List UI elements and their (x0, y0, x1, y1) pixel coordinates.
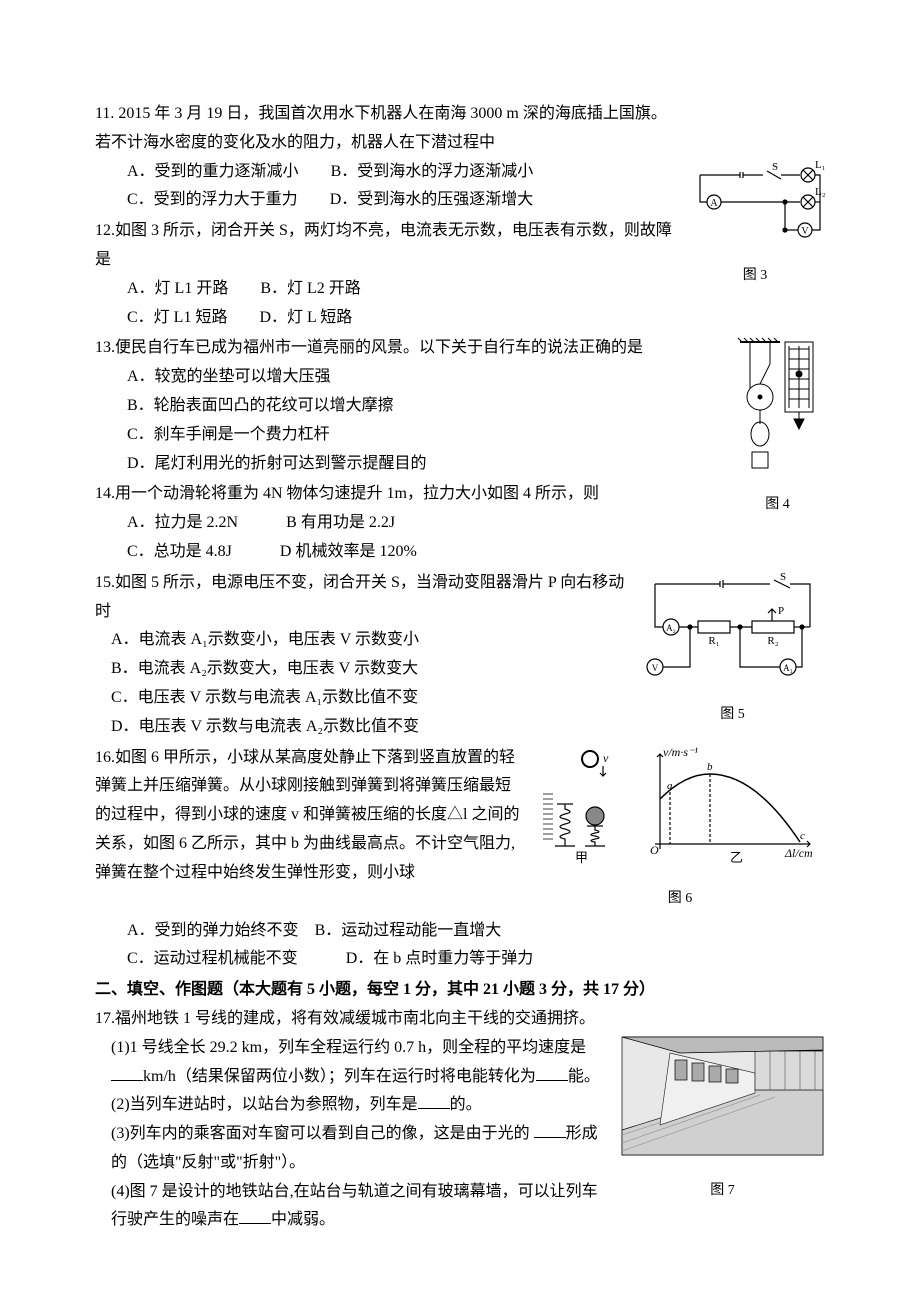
q14-opt-c: C．总功是 4.8J (127, 543, 232, 560)
q11-opt-d: D．受到海水的压强逐渐增大 (330, 191, 534, 208)
blank-speed[interactable] (111, 1064, 143, 1081)
q17-p1b: km/h（结果保留两位小数）；列车在运行时将电能转化为 (143, 1068, 536, 1085)
svg-text:b: b (707, 761, 713, 773)
q17-p4b: 中减弱。 (271, 1211, 335, 1228)
q16-opt-a: A．受到的弹力始终不变 (127, 922, 299, 939)
q11-opt-b: B．受到海水的浮力逐渐减小 (331, 163, 534, 180)
label-l2: L₂ (815, 186, 825, 198)
circuit-fig5: S A₂ R₁ P R₂ V A₁ (640, 569, 825, 689)
q14-opt-a: A．拉力是 2.2N (127, 514, 238, 531)
pulley-fig4 (730, 334, 825, 479)
q17-p4a: (4)图 7 是设计的地铁站台,在站台与轨道之间有玻璃幕墙，可以让列车行驶产生的… (111, 1183, 598, 1229)
figure-6: v 甲 v/m·s⁻¹ Δl/cm O a b c 乙 (535, 744, 825, 912)
svg-text:S: S (780, 571, 786, 583)
label-s: S (772, 161, 778, 173)
q17-p1a: (1)1 号线全长 29.2 km，列车全程运行约 0.7 h，则全程的平均速度… (111, 1039, 586, 1056)
svg-text:乙: 乙 (730, 850, 743, 865)
q17-p2a: (2)当列车进站时，以站台为参照物，列车是 (111, 1096, 418, 1113)
figure-7: 屏蔽门示意 图 7 (620, 1035, 825, 1203)
q17-stem: 17.福州地铁 1 号线的建成，将有效减缓城市南北向主干线的交通拥挤。 (95, 1010, 595, 1027)
svg-text:V: V (801, 226, 809, 237)
svg-text:R₁: R₁ (708, 635, 719, 647)
q17-p2b: 的。 (450, 1096, 482, 1113)
q16-opt-b: B．运动过程动能一直增大 (315, 922, 502, 939)
svg-text:P: P (778, 605, 784, 617)
q16-opt-d: D．在 b 点时重力等于弹力 (346, 950, 534, 967)
fig7-caption: 图 7 (620, 1178, 825, 1203)
q17-p1c: 能。 (568, 1068, 600, 1085)
svg-text:甲: 甲 (575, 850, 588, 865)
q11-stem: 11. 2015 年 3 月 19 日，我国首次用水下机器人在南海 3000 m… (95, 105, 667, 151)
q12-opt-d: D．灯 L 短路 (259, 309, 352, 326)
svg-text:v/m·s⁻¹: v/m·s⁻¹ (663, 745, 698, 759)
section-2-title: 二、填空、作图题（本大题有 5 小题，每空 1 分，其中 21 小题 3 分，共… (95, 976, 825, 1005)
q16-stem: 16.如图 6 甲所示，小球从某高度处静止下落到竖直放置的轻弹簧上并压缩弹簧。从… (95, 749, 519, 881)
svg-text:V: V (652, 663, 659, 673)
svg-text:A: A (710, 198, 718, 209)
q16-opt-c: C．运动过程机械能不变 (127, 950, 298, 967)
q11-opt-a: A．受到的重力逐渐减小 (127, 163, 299, 180)
q12-stem: 12.如图 3 所示，闭合开关 S，两灯均不亮，电流表无示数，电压表有示数，则故… (95, 222, 672, 268)
q13-opt-b: B．轮胎表面凹凸的花纹可以增大摩擦 (127, 392, 825, 421)
fig6-caption: 图 6 (535, 886, 825, 911)
figure-4: 图 4 (730, 334, 825, 517)
label-l1: L₁ (815, 160, 825, 171)
question-13: 13.便民自行车已成为福州市一道亮丽的风景。以下关于自行车的说法正确的是 A．较… (95, 334, 825, 478)
q13-opt-d: D．尾灯利用光的折射可达到警示提醒目的 (127, 450, 825, 479)
q12-opt-b: B．灯 L2 开路 (260, 280, 360, 297)
svg-text:v: v (603, 751, 609, 765)
q15-stem: 15.如图 5 所示，电源电压不变，闭合开关 S，当滑动变阻器滑片 P 向右移动… (95, 574, 624, 620)
svg-text:A₂: A₂ (666, 623, 676, 633)
figure-3: V A S L₁ L₂ 图 3 (685, 160, 825, 288)
figure-5: S A₂ R₁ P R₂ V A₁ 图 5 (640, 569, 825, 727)
fig5-caption: 图 5 (640, 702, 825, 727)
svg-text:Δl/cm: Δl/cm (784, 846, 813, 860)
svg-text:c: c (800, 830, 805, 842)
fig7-svg: 屏蔽门示意 (620, 1035, 825, 1165)
q12-opt-c: C．灯 L1 短路 (127, 309, 227, 326)
q13-stem: 13.便民自行车已成为福州市一道亮丽的风景。以下关于自行车的说法正确的是 (95, 339, 643, 356)
question-14: 14.用一个动滑轮将重为 4N 物体匀速提升 1m，拉力大小如图 4 所示，则 … (95, 480, 825, 566)
svg-text:A₁: A₁ (783, 663, 793, 673)
fig4-caption: 图 4 (730, 492, 825, 517)
circuit-fig3: V A S L₁ L₂ (685, 160, 825, 250)
q13-opt-c: C．刹车手闸是一个费力杠杆 (127, 421, 825, 450)
fig6-svg: v 甲 v/m·s⁻¹ Δl/cm O a b c 乙 (535, 744, 825, 874)
blank-light[interactable] (534, 1121, 566, 1138)
q14-opt-b: B 有用功是 2.2J (286, 514, 395, 531)
q13-opt-a: A．较宽的坐垫可以增大压强 (127, 363, 825, 392)
blank-motion[interactable] (418, 1092, 450, 1109)
svg-text:O: O (650, 843, 659, 857)
blank-noise[interactable] (239, 1207, 271, 1224)
q17-p3a: (3)列车内的乘客面对车窗可以看到自己的像，这是由于光的 (111, 1125, 530, 1142)
fig3-caption: 图 3 (685, 263, 825, 288)
q14-opt-d: D 机械效率是 120% (280, 543, 417, 560)
q12-opt-a: A．灯 L1 开路 (127, 280, 228, 297)
svg-text:R₂: R₂ (767, 635, 778, 647)
blank-energy[interactable] (536, 1064, 568, 1081)
q11-opt-c: C．受到的浮力大于重力 (127, 191, 298, 208)
q14-stem: 14.用一个动滑轮将重为 4N 物体匀速提升 1m，拉力大小如图 4 所示，则 (95, 485, 599, 502)
svg-text:a: a (667, 780, 673, 792)
